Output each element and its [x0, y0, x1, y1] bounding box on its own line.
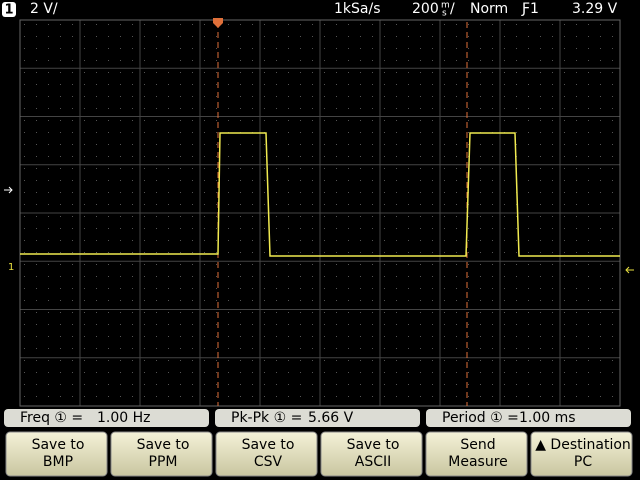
measurement-label: Pk-Pk ① =: [231, 410, 302, 426]
measurement-label: Period ① =: [442, 410, 519, 426]
softkey-face[interactable]: [5, 431, 108, 477]
softkey-line2[interactable]: PC: [574, 454, 592, 470]
channel: 1: [4, 3, 13, 18]
trigger: Ƒ1: [521, 1, 539, 17]
measurement-label: Freq ① =: [20, 410, 83, 426]
softkey-line2[interactable]: BMP: [43, 454, 73, 470]
softkey-line1[interactable]: Save to: [32, 437, 85, 453]
softkey-face[interactable]: [530, 431, 633, 477]
scale: 2 V/: [30, 1, 58, 17]
ground-marker: 1: [8, 262, 14, 273]
measurement-value: 1.00 ms: [519, 410, 576, 426]
sample-rate: 1kSa/s: [334, 1, 381, 17]
softkey-face[interactable]: [425, 431, 528, 477]
level-arrow: [625, 266, 634, 274]
waveform: [20, 132, 620, 257]
softkey-line1[interactable]: Send: [460, 437, 495, 453]
softkey-face[interactable]: [215, 431, 318, 477]
trigger-position: [213, 18, 223, 28]
timebase: 200: [412, 1, 439, 17]
mode: Norm: [470, 1, 508, 17]
softkey-face[interactable]: [110, 431, 213, 477]
softkey-line1[interactable]: Save to: [137, 437, 190, 453]
timebase-unit-top: m: [441, 1, 450, 11]
graticule: [19, 19, 621, 407]
softkey-line1[interactable]: Save to: [347, 437, 400, 453]
softkey-line2[interactable]: CSV: [254, 454, 283, 470]
softkey-line1[interactable]: Save to: [242, 437, 295, 453]
timebase-unit-bottom: s: [442, 9, 447, 19]
measurement-value: 1.00 Hz: [97, 410, 151, 426]
trigger-level-marker: [4, 186, 13, 194]
trigger-level: 3.29 V: [572, 1, 618, 17]
softkey-line2[interactable]: PPM: [149, 454, 178, 470]
measurement-box: [4, 409, 209, 427]
softkey-line2[interactable]: Measure: [448, 454, 508, 470]
softkey-face[interactable]: [320, 431, 423, 477]
measurement-value: 5.66 V: [308, 410, 354, 426]
timebase-suffix: /: [450, 1, 455, 17]
softkey-line1[interactable]: ▲ Destination: [535, 437, 631, 453]
softkey-line2[interactable]: ASCII: [355, 454, 392, 470]
measurement-box: [426, 409, 631, 427]
channel-badge: [2, 2, 16, 17]
measurement-box: [215, 409, 420, 427]
